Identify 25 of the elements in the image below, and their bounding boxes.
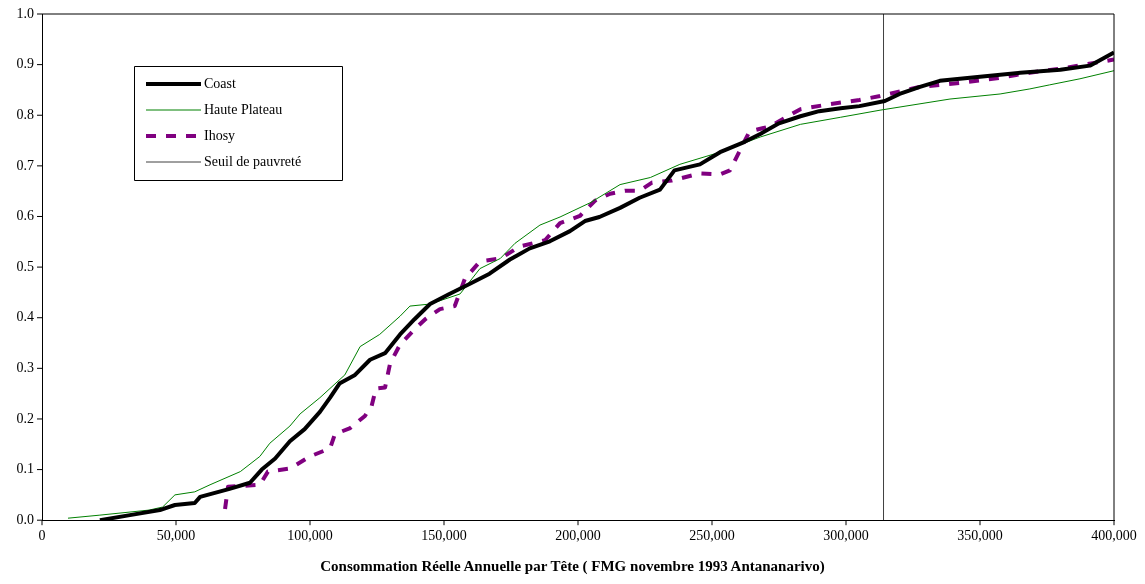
y-tick-label: 0.8 [16, 106, 34, 122]
y-tick-label: 0.2 [16, 410, 34, 426]
legend-label: Seuil de pauvreté [204, 153, 302, 169]
x-tick-label: 100,000 [287, 528, 333, 544]
x-tick-label: 150,000 [421, 528, 467, 544]
y-tick-label: 1.0 [16, 5, 34, 21]
x-tick-label: 300,000 [823, 528, 869, 544]
x-tick-label: 400,000 [1091, 528, 1137, 544]
legend-label: Haute Plateau [204, 101, 283, 117]
legend-label: Coast [204, 75, 236, 91]
x-tick-label: 250,000 [689, 528, 735, 544]
x-tick-label: 50,000 [156, 528, 196, 544]
y-tick-label: 0.4 [16, 309, 34, 325]
x-axis-title: Consommation Réelle Annuelle par Tête ( FMG novembre 1993 Antananarivo) [319, 558, 826, 575]
y-tick-label: 0.5 [16, 258, 34, 274]
x-tick-label: 350,000 [957, 528, 1003, 544]
x-tick-label: 200,000 [555, 528, 601, 544]
y-tick-label: 0.6 [16, 208, 34, 224]
y-tick-label: 0.0 [16, 511, 34, 527]
y-tick-label: 0.9 [16, 56, 34, 72]
x-tick-label: 0 [38, 528, 46, 544]
legend-label: Ihosy [204, 127, 236, 143]
y-tick-label: 0.7 [16, 157, 34, 173]
y-tick-label: 0.3 [16, 360, 34, 376]
y-tick-label: 0.1 [16, 461, 34, 477]
